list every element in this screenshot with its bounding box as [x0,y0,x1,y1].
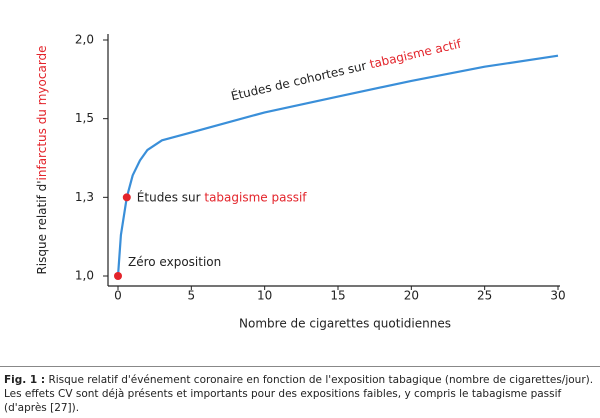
point-label-part: Études sur [137,189,205,204]
point-label-part: tabagisme passif [204,190,307,204]
point-label: Études sur tabagisme passif [137,189,308,204]
x-tick-label: 20 [404,289,419,303]
x-tick-label: 0 [114,289,122,303]
y-axis-label: Risque relatif d'infarctus du myocarde [35,45,49,274]
caption-label: Fig. 1 : [4,374,46,386]
x-tick-label: 30 [550,289,565,303]
y-tick-label: 2,0 [75,33,94,47]
y-tick-label: 1,3 [75,190,94,204]
y-axis-label-part: infarctus du myocarde [35,45,49,180]
curve-label-part: Études de cohortes sur [229,56,371,103]
chart: 1,0 1,3 1,5 2,0 0 5 10 15 20 25 30 Risque relatif d… [35,33,566,331]
x-tick-label: 25 [477,289,492,303]
point [114,272,122,280]
line [116,54,559,277]
point-label-part: Zéro exposition [128,255,221,269]
caption-text: Risque relatif d'événement coronaire en … [4,374,594,414]
point [122,193,131,202]
y-tick-label: 1,5 [75,111,94,125]
curve-label-part: tabagisme actif [368,36,463,71]
x-tick-label: 15 [330,289,345,303]
caption: Fig. 1 : Risque relatif d'événement coro… [0,366,600,415]
y-tick-label: 1,0 [75,269,94,283]
point-label: Zéro exposition [128,255,221,269]
x-tick-label: 10 [257,289,272,303]
y-axis-label-part: Risque relatif d' [35,180,49,274]
x-tick-label: 5 [188,289,196,303]
curve-label: Études de cohortes sur tabagisme actif [229,35,463,103]
x-axis-label: Nombre de cigarettes quotidiennes [239,317,451,331]
